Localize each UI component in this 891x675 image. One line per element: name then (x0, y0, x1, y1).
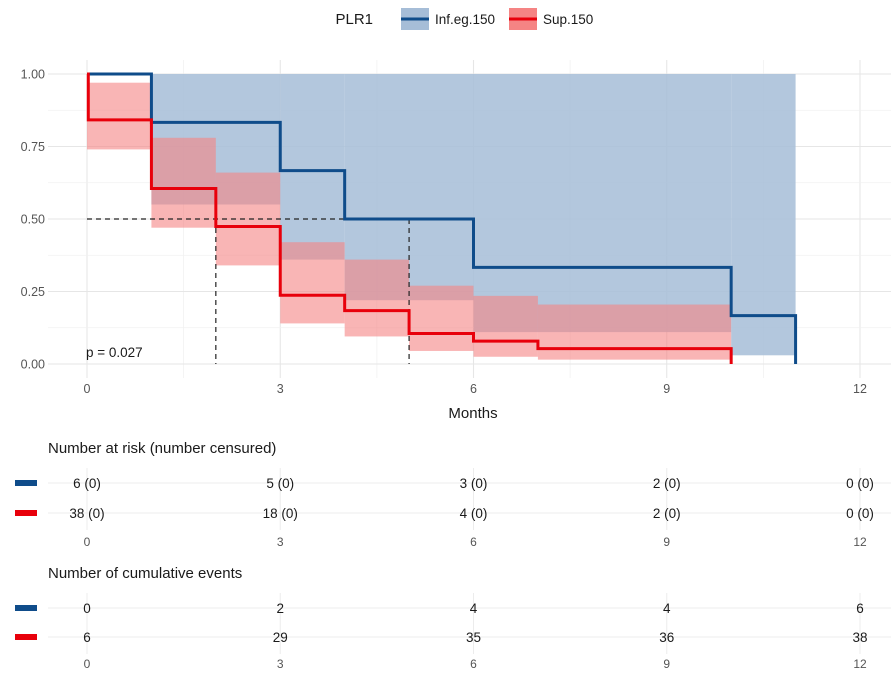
events-table-tick-label: 3 (277, 657, 284, 671)
events-table-cell: 2 (276, 601, 284, 616)
risk-table-tick-label: 3 (277, 535, 284, 549)
events-table: Number of cumulative events 0 2 4 4 66 29 35 36… (15, 565, 891, 671)
events-table-cell: 6 (856, 601, 864, 616)
events-table-cell: 4 (663, 601, 671, 616)
legend-label-sup: Sup.150 (543, 12, 593, 27)
ci-band-sup (409, 285, 474, 351)
p-value: p = 0.027 (86, 345, 143, 360)
risk-table-tick-label: 0 (84, 535, 91, 549)
events-table-color-key (15, 605, 37, 611)
ci-band-sup (344, 259, 410, 337)
ci-band-sup (87, 82, 152, 150)
ci-band-sup (280, 242, 345, 324)
events-table-tick-label: 9 (663, 657, 670, 671)
events-table-cell: 35 (466, 630, 481, 645)
x-tick-label: 3 (277, 382, 284, 396)
risk-table-tick-label: 12 (853, 535, 867, 549)
survival-curve-sup (86, 72, 733, 364)
ci-band-sup (151, 137, 216, 228)
ci-band-sup (473, 295, 538, 357)
events-table-ticks: 0 3 6 9 12 (84, 657, 867, 671)
x-tick-label: 12 (853, 382, 867, 396)
risk-table-rows: 6 (0) 5 (0) 3 (0) 2 (0) 0 (0) 38 (0) 18 (0) 4 (… (15, 476, 874, 521)
risk-table-cell: 0 (0) (846, 506, 874, 521)
x-axis-ticks: 0 3 6 9 12 (84, 382, 867, 396)
x-tick-label: 6 (470, 382, 477, 396)
ci-band-inf (280, 74, 345, 260)
risk-table-cell: 6 (0) (73, 476, 101, 491)
x-tick-label: 0 (84, 382, 91, 396)
risk-table-cell: 5 (0) (266, 476, 294, 491)
risk-table-cell: 2 (0) (653, 506, 681, 521)
risk-table-title: Number at risk (number censured) (48, 440, 276, 457)
survival-curves (86, 72, 798, 364)
events-table-tick-label: 12 (853, 657, 867, 671)
events-table-cell: 6 (83, 630, 91, 645)
risk-table-cell: 18 (0) (263, 506, 298, 521)
median-lines (87, 218, 410, 364)
risk-table-tick-label: 6 (470, 535, 477, 549)
risk-table-color-key (15, 480, 37, 486)
risk-table-ticks: 0 3 6 9 12 (84, 535, 867, 549)
events-table-rows: 0 2 4 4 6 6 29 35 36 38 (15, 601, 868, 645)
events-table-tick-label: 6 (470, 657, 477, 671)
ci-band-inf (731, 74, 796, 356)
risk-table-cell: 3 (0) (460, 476, 488, 491)
legend: PLR1 Inf.eg.150 Sup.150 (335, 8, 593, 30)
confidence-bands (87, 74, 796, 360)
events-table-cell: 0 (83, 601, 91, 616)
events-table-cell: 36 (659, 630, 674, 645)
y-tick-label: 0.25 (21, 285, 45, 299)
risk-table-grid (48, 468, 891, 530)
events-table-cell: 4 (470, 601, 478, 616)
risk-table-tick-label: 9 (663, 535, 670, 549)
x-tick-label: 9 (663, 382, 670, 396)
events-table-title: Number of cumulative events (48, 565, 242, 582)
ci-band-sup (537, 304, 732, 360)
legend-label-inf: Inf.eg.150 (435, 12, 495, 27)
y-tick-label: 0.00 (21, 358, 45, 372)
risk-table-cell: 38 (0) (69, 506, 104, 521)
y-tick-label: 0.75 (21, 140, 45, 154)
x-axis-label: Months (448, 405, 497, 422)
events-table-tick-label: 0 (84, 657, 91, 671)
y-axis-ticks: 0.00 0.25 0.50 0.75 1.00 (21, 68, 45, 372)
events-table-cell: 29 (273, 630, 288, 645)
events-table-color-key (15, 634, 37, 640)
y-tick-label: 0.50 (21, 213, 45, 227)
risk-table-color-key (15, 510, 37, 516)
plot-panel: 0.00 0.25 0.50 0.75 1.00 0 3 6 9 12 Months p = 0… (21, 60, 891, 422)
legend-title: PLR1 (335, 11, 373, 28)
risk-table-cell: 4 (0) (460, 506, 488, 521)
events-table-cell: 38 (852, 630, 867, 645)
ci-band-inf (473, 74, 732, 333)
y-tick-label: 1.00 (21, 68, 45, 82)
risk-table: Number at risk (number censured) 6 (0) 5 … (15, 440, 891, 549)
risk-table-cell: 2 (0) (653, 476, 681, 491)
risk-table-cell: 0 (0) (846, 476, 874, 491)
events-table-grid (48, 593, 891, 654)
